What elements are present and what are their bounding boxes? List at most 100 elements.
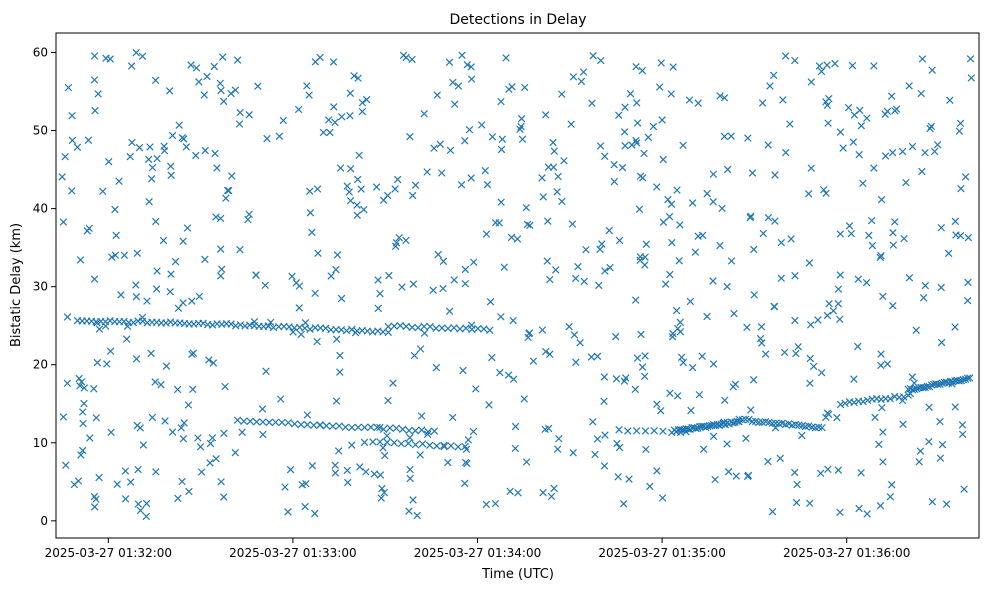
detection-point-606 <box>542 347 550 356</box>
detection-point-596 <box>166 287 174 296</box>
detection-point-986 <box>600 373 609 381</box>
detection-point-730 <box>676 221 684 229</box>
detection-point-315 <box>743 323 751 332</box>
detection-point-977 <box>420 329 429 337</box>
detection-point-358 <box>553 188 561 196</box>
detection-point-810 <box>723 282 731 291</box>
detection-point-104 <box>360 423 369 432</box>
detection-point-404 <box>824 465 832 474</box>
detection-point-839 <box>958 421 967 429</box>
detection-point-323 <box>430 144 438 152</box>
detection-point-939 <box>569 73 578 81</box>
detection-point-802 <box>806 499 814 508</box>
detection-point-792 <box>666 389 674 397</box>
detection-point-282 <box>416 345 425 353</box>
detection-point-485 <box>217 86 225 95</box>
detection-point-683 <box>889 241 898 249</box>
detection-point-277 <box>868 241 877 250</box>
detection-point-924 <box>657 407 665 415</box>
detection-point-976 <box>580 277 588 286</box>
detection-point-890 <box>436 140 444 148</box>
y-tick-label-5: 50 <box>33 124 48 138</box>
chart-title: Detections in Delay <box>449 12 586 28</box>
detection-point-657 <box>457 181 466 189</box>
detection-point-717 <box>636 256 644 265</box>
detection-point-273 <box>393 175 402 184</box>
detection-point-251 <box>177 424 185 432</box>
detection-point-262 <box>103 360 111 368</box>
detection-point-819 <box>245 210 253 219</box>
detection-point-864 <box>781 52 790 60</box>
detection-point-590 <box>747 212 755 220</box>
detection-point-966 <box>711 475 719 484</box>
detection-point-927 <box>173 385 182 394</box>
detection-point-957 <box>374 304 382 313</box>
detection-point-182 <box>768 419 776 428</box>
detection-point-731 <box>955 127 964 135</box>
detection-point-107 <box>379 425 388 434</box>
detection-point-563 <box>346 165 355 173</box>
detection-point-985 <box>631 296 640 304</box>
detection-point-507 <box>295 282 304 290</box>
detection-point-320 <box>588 99 596 107</box>
detection-point-542 <box>192 64 201 72</box>
detection-point-624 <box>567 120 575 128</box>
detection-point-108 <box>386 424 394 432</box>
detection-point-84 <box>233 416 242 424</box>
detection-point-783 <box>823 311 832 320</box>
detection-point-723 <box>128 138 136 147</box>
detection-point-707 <box>370 470 379 478</box>
detection-point-176 <box>748 417 757 426</box>
detection-point-349 <box>336 164 345 172</box>
detection-point-469 <box>406 433 414 442</box>
detection-point-544 <box>669 329 677 338</box>
detection-point-417 <box>327 272 335 280</box>
detection-point-666 <box>661 280 670 288</box>
detection-point-322 <box>780 348 789 357</box>
detection-point-559 <box>798 431 806 440</box>
detection-point-941 <box>194 434 202 442</box>
detection-point-332 <box>579 68 588 76</box>
detection-point-278 <box>167 162 175 170</box>
detection-point-395 <box>963 296 972 305</box>
detection-point-287 <box>306 187 314 195</box>
detection-point-736 <box>311 509 319 518</box>
detection-point-832 <box>180 419 188 427</box>
detection-point-377 <box>632 136 640 145</box>
detection-point-365 <box>250 318 259 326</box>
detection-point-600 <box>730 309 738 318</box>
detection-point-906 <box>461 458 470 467</box>
detection-point-496 <box>891 218 899 226</box>
detection-point-807 <box>316 421 324 429</box>
detection-point-464 <box>488 353 496 362</box>
detection-point-786 <box>338 113 346 121</box>
detection-point-765 <box>302 479 310 488</box>
detection-point-308 <box>259 430 267 439</box>
detection-point-764 <box>967 74 976 82</box>
detection-point-652 <box>560 157 568 165</box>
detection-point-631 <box>313 185 322 193</box>
detection-point-613 <box>408 191 417 200</box>
detection-point-482 <box>184 401 193 409</box>
detection-point-994 <box>188 297 196 305</box>
detection-point-351 <box>496 368 504 377</box>
detection-point-959 <box>346 196 355 205</box>
detection-point-735 <box>555 434 563 443</box>
detection-point-168 <box>729 419 737 427</box>
detection-point-820 <box>593 352 602 361</box>
detection-point-247 <box>787 235 795 243</box>
detection-point-709 <box>944 249 953 258</box>
detection-point-715 <box>529 357 538 365</box>
detection-point-541 <box>544 217 552 225</box>
detection-point-863 <box>236 245 244 254</box>
detection-point-447 <box>964 233 973 242</box>
detection-point-955 <box>877 251 885 260</box>
detection-point-767 <box>212 454 220 463</box>
detection-point-178 <box>755 418 763 427</box>
detection-point-290 <box>951 403 959 411</box>
detection-point-522 <box>486 297 495 306</box>
detection-point-794 <box>538 326 547 334</box>
detection-point-424 <box>582 245 590 254</box>
detection-point-434 <box>179 299 187 307</box>
detection-point-655 <box>334 447 343 455</box>
